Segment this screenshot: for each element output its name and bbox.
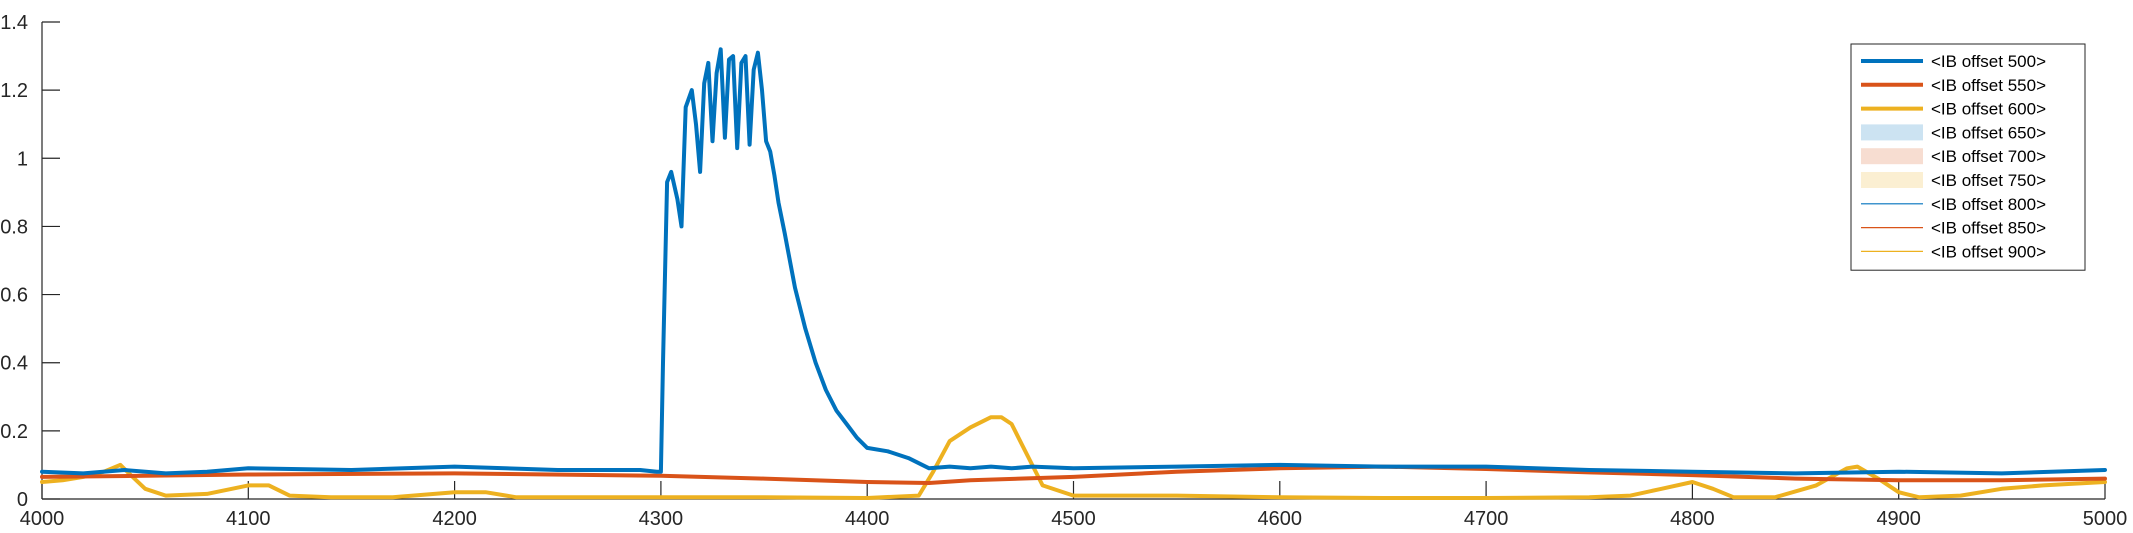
series-line-3 [40,415,2107,500]
legend-swatch [1861,148,1923,165]
x-tick-label: 5000 [2083,508,2128,530]
x-tick-label: 4200 [432,508,477,530]
legend-label: <IB offset 500> [1931,52,2046,71]
legend-swatch [1861,124,1923,141]
series-layer [40,47,2107,500]
x-tick-label: 4900 [1876,508,1921,530]
y-tick-label: 0.2 [0,421,28,443]
series-line-2 [40,464,2107,485]
y-tick-label: 1 [17,148,28,170]
y-tick-label: 1.4 [0,12,28,34]
x-tick-label: 4300 [639,508,684,530]
axes: 0 0.2 0.4 0.6 0.8 1 1.2 1.4 4000 4100 4200 4300 4400… [0,12,2127,530]
legend-label: <IB offset 650> [1931,123,2046,142]
legend-label: <IB offset 850> [1931,219,2046,238]
legend-label: <IB offset 550> [1931,76,2046,95]
legend-swatch [1861,172,1923,188]
x-tick-label: 4700 [1464,508,1509,530]
legend: <IB offset 500> <IB offset 550> <IB offset… [1850,43,2086,271]
legend-label: <IB offset 750> [1931,171,2046,190]
series-line-1 [40,47,2107,476]
legend-box [1850,43,2086,271]
legend-label: <IB offset 700> [1931,147,2046,166]
y-tick-label: 1.2 [0,80,28,102]
x-tick-label: 4000 [20,508,65,530]
x-tick-label: 4800 [1670,508,1715,530]
y-tick-label: 0.8 [0,216,28,238]
legend-label: <IB offset 900> [1931,242,2046,261]
y-tick-label: 0.6 [0,285,28,307]
x-tick-label: 4600 [1258,508,1303,530]
x-tick-label: 4100 [226,508,271,530]
legend-label: <IB offset 600> [1931,100,2046,119]
x-tick-label: 4500 [1051,508,1096,530]
x-tick-label: 4400 [845,508,890,530]
y-tick-label: 0 [17,489,28,511]
legend-label: <IB offset 800> [1931,195,2046,214]
y-tick-label: 0.4 [0,353,28,375]
